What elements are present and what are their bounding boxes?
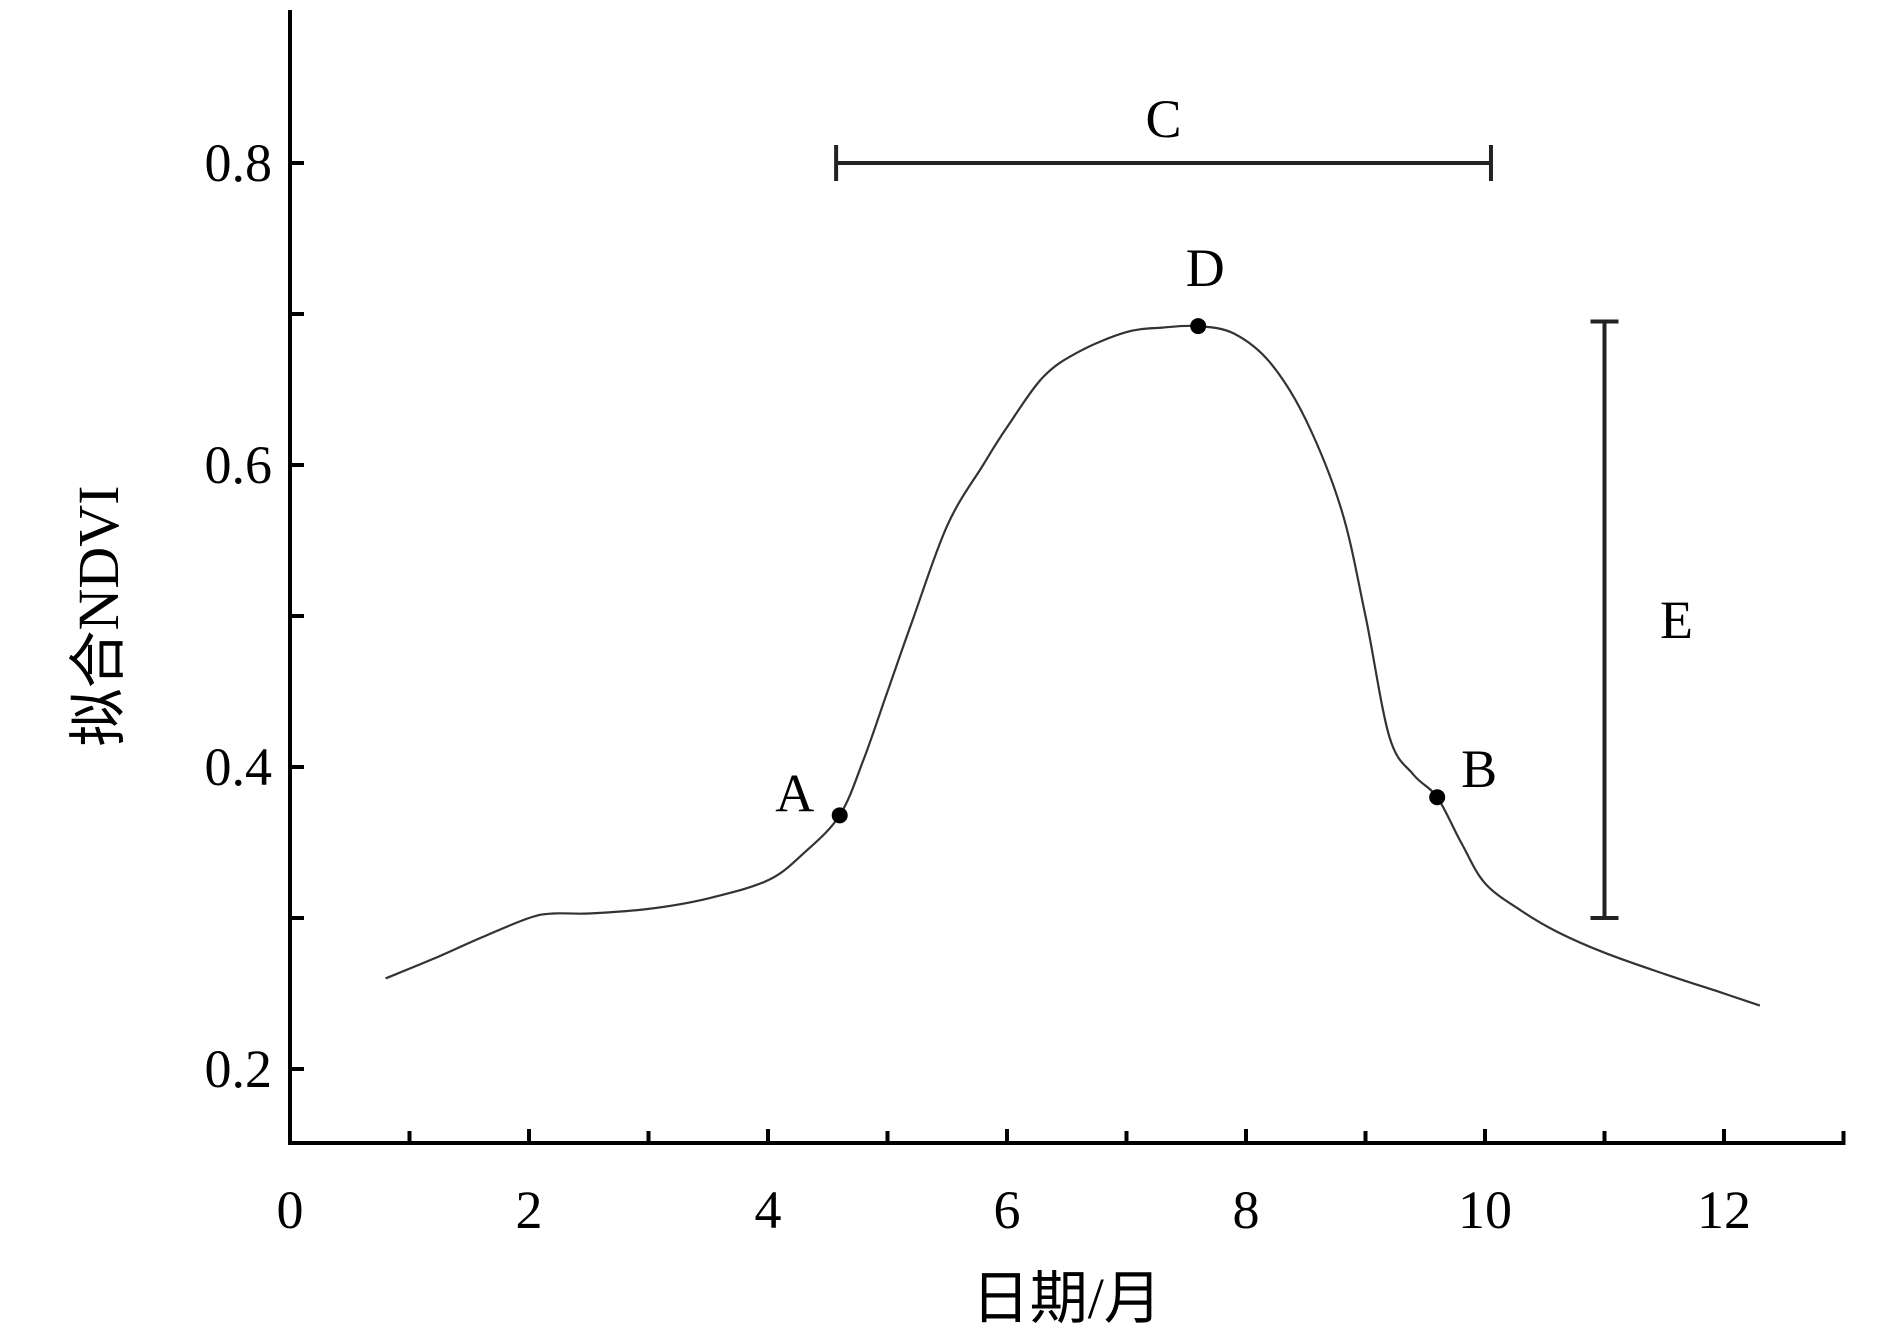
point-d-marker <box>1190 318 1207 335</box>
x-tick-label: 10 <box>1458 1180 1512 1240</box>
y-tick-label: 0.8 <box>205 133 273 193</box>
ndvi-curve <box>385 324 1761 1007</box>
ticks <box>290 161 1846 1143</box>
x-tick-label: 4 <box>755 1180 782 1240</box>
span-e-label: E <box>1660 590 1693 650</box>
x-tick-label: 6 <box>994 1180 1021 1240</box>
y-tick-label: 0.6 <box>205 435 273 495</box>
annotation-spans: CE <box>834 89 1693 920</box>
x-tick-label: 0 <box>277 1180 304 1240</box>
point-b-label: B <box>1461 739 1497 799</box>
x-tick-label: 8 <box>1233 1180 1260 1240</box>
point-a-label: A <box>775 763 814 823</box>
point-a-marker <box>831 807 848 824</box>
axes <box>288 10 1846 1145</box>
x-axis-title: 日期/月 <box>972 1266 1162 1331</box>
x-tick-label: 12 <box>1697 1180 1751 1240</box>
span-c-label: C <box>1146 89 1182 149</box>
y-tick-label: 0.4 <box>205 737 273 797</box>
point-b-marker <box>1429 789 1446 806</box>
x-tick-label: 2 <box>516 1180 543 1240</box>
point-d-label: D <box>1186 238 1225 298</box>
y-axis-title: 拟合NDVI <box>66 486 131 747</box>
tick-labels: 0.2 0.4 0.6 0.8 0 2 4 6 8 10 12 <box>205 133 1752 1240</box>
y-tick-label: 0.2 <box>205 1039 273 1099</box>
annotation-points: A B D <box>775 238 1497 824</box>
